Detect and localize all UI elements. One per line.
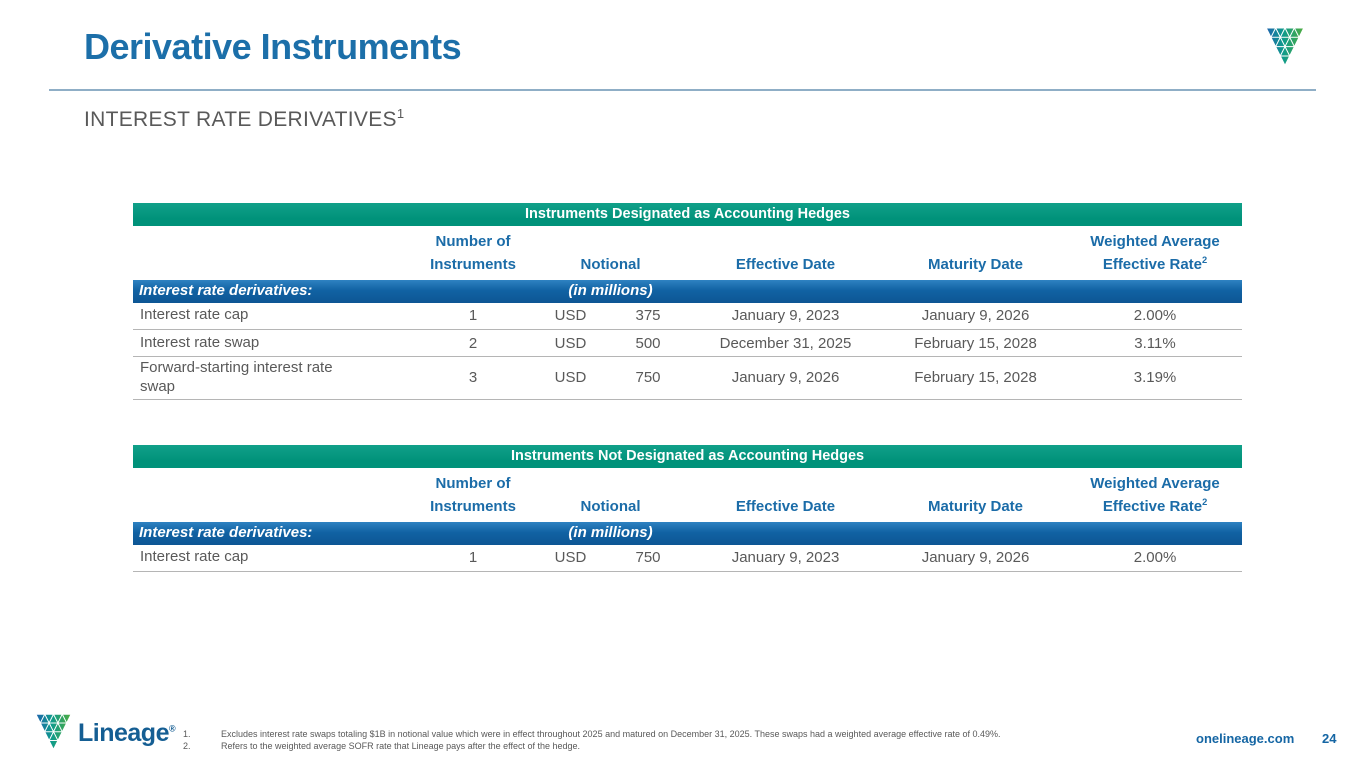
- row-effective-date: January 9, 2023: [688, 302, 883, 330]
- section-row-label: Interest rate derivatives:: [133, 279, 533, 303]
- col-header-rate-line1: Weighted Average: [1090, 233, 1220, 250]
- row-rate: 3.19%: [1068, 356, 1243, 400]
- row-label-text: Forward-starting interest rate swap: [140, 359, 333, 395]
- title-divider: [49, 89, 1316, 91]
- table-row: Interest rate cap 1 USD 750 January 9, 2…: [133, 544, 1243, 572]
- row-rate: 3.11%: [1068, 329, 1243, 357]
- footnote-2: 2. Refers to the weighted average SOFR r…: [183, 740, 1043, 752]
- col-header-notional: Notional: [533, 468, 688, 522]
- row-notional: 375: [608, 302, 688, 330]
- col-header-rate: Weighted Average Effective Rate2: [1068, 226, 1243, 280]
- row-label-text: Interest rate cap: [140, 306, 249, 324]
- row-maturity-date: February 15, 2028: [883, 329, 1068, 357]
- col-header-effective: Effective Date: [688, 226, 883, 280]
- footnotes: 1. Excludes interest rate swaps totaling…: [183, 728, 1043, 752]
- row-notional: 750: [608, 356, 688, 400]
- col-header-rate-line2: Effective Rate: [1102, 498, 1203, 516]
- row-effective-date: January 9, 2023: [688, 544, 883, 572]
- col-header-number: Number of Instruments: [413, 226, 533, 280]
- section-subtitle: INTEREST RATE DERIVATIVES1: [84, 106, 404, 132]
- row-currency: USD: [533, 544, 608, 572]
- lineage-shield-icon: [1266, 28, 1304, 67]
- section-row-spacer: [1068, 521, 1243, 545]
- section-row: Interest rate derivatives: (in millions): [133, 279, 1243, 303]
- section-row-label: Interest rate derivatives:: [133, 521, 533, 545]
- row-currency: USD: [533, 329, 608, 357]
- table-banner-title: Instruments Designated as Accounting Hed…: [133, 203, 1243, 226]
- row-label: Interest rate swap: [133, 329, 413, 357]
- in-millions-label: (in millions): [533, 521, 688, 545]
- rate-footnote-ref: 2: [1202, 255, 1208, 266]
- footnote-text: Excludes interest rate swaps totaling $1…: [221, 729, 1001, 739]
- section-row-spacer: [688, 521, 883, 545]
- col-header-rate-line2: Effective Rate: [1102, 256, 1203, 274]
- row-count: 2: [413, 329, 533, 357]
- footnote-1: 1. Excludes interest rate swaps totaling…: [183, 728, 1043, 740]
- col-header-number-line2: Instruments: [430, 256, 516, 274]
- col-header-rate: Weighted Average Effective Rate2: [1068, 468, 1243, 522]
- section-row-spacer: [883, 521, 1068, 545]
- col-header-maturity: Maturity Date: [883, 468, 1068, 522]
- col-header-number: Number of Instruments: [413, 468, 533, 522]
- row-maturity-date: January 9, 2026: [883, 544, 1068, 572]
- subtitle-text: INTEREST RATE DERIVATIVES: [84, 108, 397, 131]
- row-notional: 500: [608, 329, 688, 357]
- row-effective-date: January 9, 2026: [688, 356, 883, 400]
- column-header-row: Number of Instruments Notional Effective …: [133, 226, 1243, 280]
- row-rate: 2.00%: [1068, 302, 1243, 330]
- row-count: 3: [413, 356, 533, 400]
- not-designated-hedges-table: Instruments Not Designated as Accounting…: [133, 445, 1243, 572]
- footnote-text: Refers to the weighted average SOFR rate…: [221, 741, 581, 751]
- row-maturity-date: February 15, 2028: [883, 356, 1068, 400]
- row-currency: USD: [533, 302, 608, 330]
- table-row: Forward-starting interest rate swap 3 US…: [133, 356, 1243, 400]
- row-notional: 750: [608, 544, 688, 572]
- col-header-label: [133, 468, 413, 522]
- col-header-number-line1: Number of: [435, 475, 511, 492]
- col-header-number-line1: Number of: [435, 233, 511, 250]
- table-row: Interest rate cap 1 USD 375 January 9, 2…: [133, 302, 1243, 330]
- subtitle-footnote-ref: 1: [396, 106, 405, 121]
- lineage-shield-icon: [36, 714, 71, 751]
- row-label: Interest rate cap: [133, 544, 413, 572]
- in-millions-label: (in millions): [533, 279, 688, 303]
- col-header-notional: Notional: [533, 226, 688, 280]
- row-count: 1: [413, 544, 533, 572]
- section-row-spacer: [1068, 279, 1243, 303]
- col-header-effective: Effective Date: [688, 468, 883, 522]
- row-maturity-date: January 9, 2026: [883, 302, 1068, 330]
- col-header-rate-line1: Weighted Average: [1090, 475, 1220, 492]
- table-row: Interest rate swap 2 USD 500 December 31…: [133, 329, 1243, 357]
- column-header-row: Number of Instruments Notional Effective …: [133, 468, 1243, 522]
- col-header-label: [133, 226, 413, 280]
- wordmark-text: Lineage: [78, 718, 169, 747]
- footnote-number: 1.: [183, 729, 191, 739]
- footnote-number: 2.: [183, 741, 191, 751]
- table-banner-title: Instruments Not Designated as Accounting…: [133, 445, 1243, 468]
- row-rate: 2.00%: [1068, 544, 1243, 572]
- table-banner: Instruments Not Designated as Accounting…: [133, 445, 1243, 468]
- row-label: Forward-starting interest rate swap: [133, 356, 413, 400]
- col-header-number-line2: Instruments: [430, 498, 516, 516]
- designated-hedges-table: Instruments Designated as Accounting Hed…: [133, 203, 1243, 400]
- rate-footnote-ref: 2: [1202, 497, 1208, 508]
- page-number: 24: [1322, 731, 1337, 746]
- row-effective-date: December 31, 2025: [688, 329, 883, 357]
- footer-logo: Lineage®: [36, 714, 176, 752]
- registered-mark: ®: [168, 723, 176, 734]
- col-header-maturity: Maturity Date: [883, 226, 1068, 280]
- section-row-spacer: [688, 279, 883, 303]
- table-banner: Instruments Designated as Accounting Hed…: [133, 203, 1243, 226]
- row-count: 1: [413, 302, 533, 330]
- row-label: Interest rate cap: [133, 302, 413, 330]
- section-row-spacer: [883, 279, 1068, 303]
- website-link[interactable]: onelineage.com: [1196, 731, 1295, 746]
- row-currency: USD: [533, 356, 608, 400]
- row-label-text: Interest rate cap: [140, 548, 249, 566]
- section-row: Interest rate derivatives: (in millions): [133, 521, 1243, 545]
- lineage-wordmark: Lineage®: [78, 718, 176, 748]
- page-title: Derivative Instruments: [84, 26, 462, 67]
- row-label-text: Interest rate swap: [140, 333, 260, 351]
